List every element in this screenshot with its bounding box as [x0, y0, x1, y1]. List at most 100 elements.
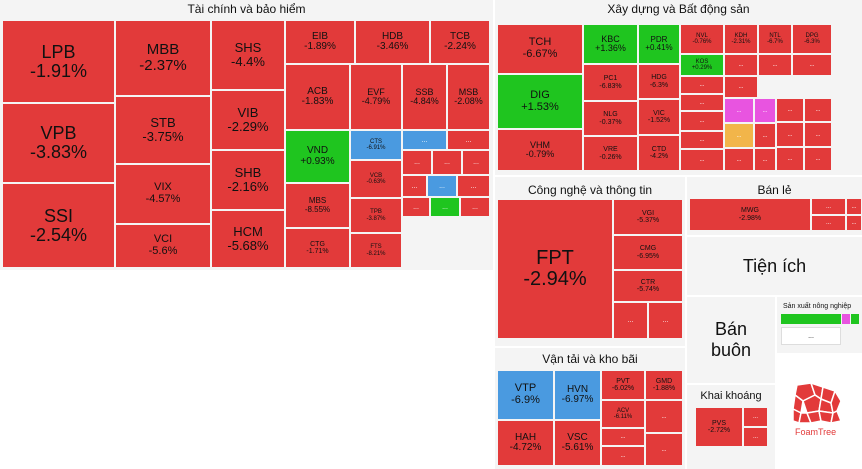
- stock-tile-more[interactable]: ...: [754, 123, 776, 148]
- stock-tile-vhm[interactable]: VHM -0.79%: [497, 129, 583, 171]
- stock-tile-vcb[interactable]: VCB -0.63%: [350, 160, 402, 198]
- stock-tile-more[interactable]: ...: [648, 302, 683, 339]
- stock-tile-stb[interactable]: STB -3.75%: [115, 96, 211, 164]
- stock-tile-shb[interactable]: SHB -2.16%: [211, 150, 285, 210]
- stock-tile-vsc[interactable]: VSC -5.61%: [554, 420, 601, 466]
- stock-tile-more[interactable]: ...: [724, 98, 754, 123]
- stock-tile-nlg[interactable]: NLG -0.37%: [583, 101, 638, 136]
- sector-agriculture[interactable]: Sản xuất nông nghiệp ...: [777, 297, 862, 353]
- stock-tile-tcb[interactable]: TCB -2.24%: [430, 20, 490, 64]
- stock-tile-more[interactable]: ...: [804, 147, 832, 171]
- sector-construction[interactable]: Xây dựng và Bất động sản TCH -6.67% DIG +1.…: [495, 0, 862, 175]
- stock-tile-more[interactable]: ...: [613, 302, 648, 339]
- stock-tile-more[interactable]: ...: [804, 122, 832, 147]
- stock-tile-more[interactable]: ...: [402, 150, 432, 175]
- stock-tile-more[interactable]: ...: [811, 198, 846, 215]
- stock-tile-more[interactable]: ...: [402, 197, 430, 217]
- sector-tech[interactable]: Công nghệ và thông tin FPT -2.94% VGI -5.37…: [495, 177, 685, 346]
- stock-tile-vgi[interactable]: VGI -5.37%: [613, 199, 683, 235]
- stock-tile-msb[interactable]: MSB -2.08%: [447, 64, 490, 130]
- stock-tile-more[interactable]: ...: [781, 327, 841, 345]
- stock-tile-more[interactable]: ...: [457, 175, 490, 197]
- stock-tile-kos[interactable]: KOS +0.29%: [680, 54, 724, 76]
- stock-tile-cmg[interactable]: CMG -6.95%: [613, 235, 683, 270]
- stock-tile-hdg[interactable]: HDG -6.3%: [638, 64, 680, 99]
- stock-tile-more[interactable]: ...: [846, 198, 862, 215]
- stock-tile-evf[interactable]: EVF -4.79%: [350, 64, 402, 130]
- stock-tile-hvn[interactable]: HVN -6.97%: [554, 370, 601, 420]
- stock-tile-more[interactable]: ...: [743, 427, 768, 447]
- stock-tile-more[interactable]: ...: [447, 130, 490, 150]
- stock-tile-mbs[interactable]: MBS -8.55%: [285, 183, 350, 228]
- sector-mining[interactable]: Khai khoáng PVS -2.72%......: [687, 385, 775, 469]
- stock-tile-vic[interactable]: VIC -1.52%: [638, 99, 680, 135]
- stock-tile-more[interactable]: ...: [430, 197, 460, 217]
- stock-tile-more[interactable]: ...: [601, 428, 645, 446]
- stock-tile-more[interactable]: ...: [462, 150, 490, 175]
- stock-tile-kdh[interactable]: KDH -2.31%: [724, 24, 758, 54]
- stock-tile-more[interactable]: ...: [645, 400, 683, 433]
- stock-tile-more[interactable]: ...: [792, 54, 832, 76]
- stock-tile-more[interactable]: ...: [758, 54, 792, 76]
- stock-tile-more[interactable]: ...: [776, 98, 804, 122]
- sector-retail[interactable]: Bán lẻ MWG -2.98%............: [687, 177, 862, 235]
- stock-tile-more[interactable]: ...: [743, 407, 768, 427]
- stock-tile-hdb[interactable]: HDB -3.46%: [355, 20, 430, 64]
- stock-tile-pvs[interactable]: PVS -2.72%: [695, 407, 743, 447]
- stock-tile[interactable]: [851, 314, 859, 324]
- stock-tile-more[interactable]: ...: [804, 98, 832, 122]
- stock-tile-more[interactable]: ...: [402, 130, 447, 150]
- stock-tile-pdr[interactable]: PDR +0.41%: [638, 24, 680, 64]
- stock-tile-more[interactable]: ...: [776, 147, 804, 171]
- stock-tile-hcm[interactable]: HCM -5.68%: [211, 210, 285, 268]
- stock-tile-more[interactable]: ...: [846, 215, 862, 231]
- stock-tile-more[interactable]: ...: [811, 215, 846, 231]
- stock-tile-more[interactable]: ...: [724, 123, 754, 148]
- stock-tile-ctd[interactable]: CTD -4.2%: [638, 135, 680, 171]
- stock-tile-vci[interactable]: VCI -5.6%: [115, 224, 211, 268]
- stock-tile-more[interactable]: ...: [680, 94, 724, 111]
- stock-tile-vnd[interactable]: VND +0.93%: [285, 130, 350, 183]
- stock-tile-vtp[interactable]: VTP -6.9%: [497, 370, 554, 420]
- stock-tile[interactable]: [842, 314, 850, 324]
- stock-tile-more[interactable]: ...: [724, 148, 754, 171]
- stock-tile-more[interactable]: ...: [754, 98, 776, 123]
- sector-finance[interactable]: Tài chính và bảo hiểm LPB -1.91% VPB -3.83%…: [0, 0, 493, 270]
- stock-tile-ssb[interactable]: SSB -4.84%: [402, 64, 447, 130]
- stock-tile-nvl[interactable]: NVL -0.76%: [680, 24, 724, 54]
- stock-tile-vre[interactable]: VRE -0.26%: [583, 136, 638, 171]
- stock-tile-dig[interactable]: DIG +1.53%: [497, 74, 583, 129]
- stock-tile-eib[interactable]: EIB -1.89%: [285, 20, 355, 64]
- stock-tile-pc1[interactable]: PC1 -6.83%: [583, 64, 638, 101]
- stock-tile-more[interactable]: ...: [680, 76, 724, 94]
- stock-tile-shs[interactable]: SHS -4.4%: [211, 20, 285, 90]
- stock-tile-more[interactable]: ...: [776, 122, 804, 147]
- stock-tile-more[interactable]: ...: [645, 433, 683, 466]
- stock-tile-vib[interactable]: VIB -2.29%: [211, 90, 285, 150]
- stock-tile-ctr[interactable]: CTR -5.74%: [613, 270, 683, 302]
- stock-tile-tch[interactable]: TCH -6.67%: [497, 24, 583, 74]
- stock-tile-cts[interactable]: CTS -6.91%: [350, 130, 402, 160]
- stock-tile-fpt[interactable]: FPT -2.94%: [497, 199, 613, 339]
- stock-tile-dpg[interactable]: DPG -6.3%: [792, 24, 832, 54]
- stock-tile-more[interactable]: ...: [427, 175, 457, 197]
- stock-tile-more[interactable]: ...: [754, 148, 776, 171]
- stock-tile-more[interactable]: ...: [680, 149, 724, 171]
- sector-wholesale[interactable]: Bán buôn: [687, 297, 775, 383]
- stock-tile-fts[interactable]: FTS -8.21%: [350, 233, 402, 268]
- stock-tile-more[interactable]: ...: [680, 111, 724, 131]
- stock-tile-gmd[interactable]: GMD -1.88%: [645, 370, 683, 400]
- stock-tile-more[interactable]: ...: [724, 76, 758, 98]
- stock-tile-ssi[interactable]: SSI -2.54%: [2, 183, 115, 268]
- stock-tile-more[interactable]: ...: [680, 131, 724, 149]
- stock-tile-vix[interactable]: VIX -4.57%: [115, 164, 211, 224]
- stock-tile-kbc[interactable]: KBC +1.36%: [583, 24, 638, 64]
- stock-tile-acv[interactable]: ACV -6.11%: [601, 400, 645, 428]
- stock-tile-lpb[interactable]: LPB -1.91%: [2, 20, 115, 103]
- stock-tile-more[interactable]: ...: [601, 446, 645, 466]
- stock-tile-acb[interactable]: ACB -1.83%: [285, 64, 350, 130]
- stock-tile-mwg[interactable]: MWG -2.98%: [689, 198, 811, 231]
- stock-tile-ntl[interactable]: NTL -6.7%: [758, 24, 792, 54]
- stock-tile-more[interactable]: ...: [460, 197, 490, 217]
- stock-tile-hah[interactable]: HAH -4.72%: [497, 420, 554, 466]
